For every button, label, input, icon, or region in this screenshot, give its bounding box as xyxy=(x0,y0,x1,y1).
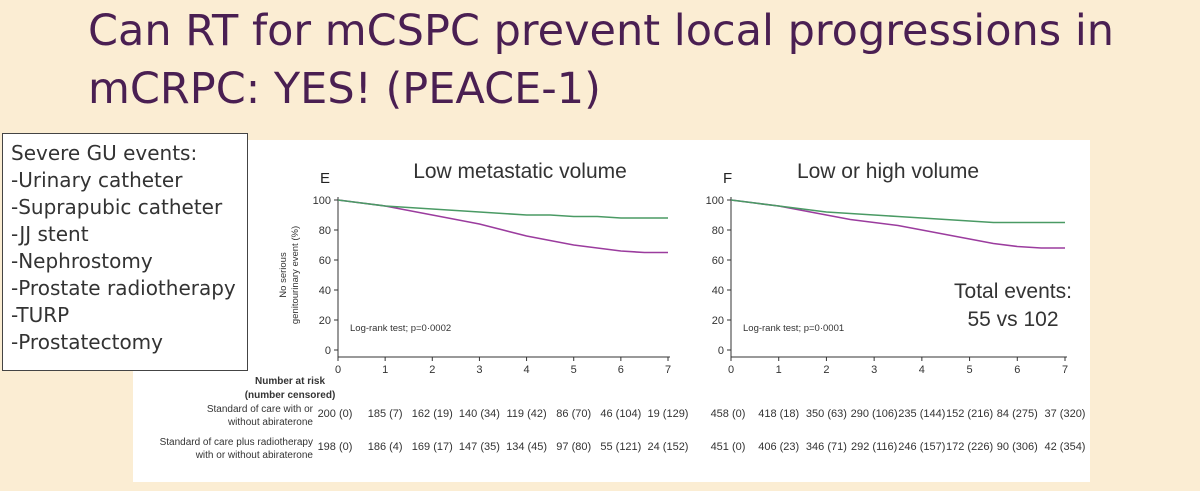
y-tick-label: 20 xyxy=(319,315,331,327)
at-risk-cell: 169 (17) xyxy=(412,441,453,453)
at-risk-cell: 42 (354) xyxy=(1045,441,1086,453)
x-tick-label: 6 xyxy=(618,364,624,376)
at-risk-cell: 346 (71) xyxy=(806,441,847,453)
panel-title: Low metastatic volume xyxy=(413,160,627,183)
at-risk-cell: 198 (0) xyxy=(318,441,353,453)
at-risk-cell: 292 (116) xyxy=(851,441,897,453)
risk-table-subheader: (number censored) xyxy=(245,390,336,401)
y-axis-label: No seriousgenitourinary event (%) xyxy=(278,226,301,324)
x-tick-label: 2 xyxy=(429,364,435,376)
at-risk-cell: 84 (275) xyxy=(997,408,1038,420)
gu-event-item: -TURP xyxy=(11,303,70,327)
at-risk-cell: 458 (0) xyxy=(711,408,746,420)
panel-letter: E xyxy=(320,170,330,187)
x-tick-label: 6 xyxy=(1014,364,1020,376)
x-tick-label: 3 xyxy=(476,364,482,376)
km-curve-standard-of-care xyxy=(337,199,668,254)
x-tick-label: 2 xyxy=(823,364,829,376)
at-risk-cell: 162 (19) xyxy=(412,408,453,420)
gu-event-item: -Nephrostomy xyxy=(11,249,153,273)
x-tick-label: 5 xyxy=(967,364,973,376)
y-tick-label: 40 xyxy=(712,285,724,297)
x-tick-label: 7 xyxy=(1062,364,1068,376)
km-curve-plus-radiotherapy xyxy=(730,199,1065,224)
x-tick-label: 1 xyxy=(382,364,388,376)
at-risk-cell: 290 (106) xyxy=(851,408,898,420)
gu-event-item: -Prostatectomy xyxy=(11,330,164,354)
slide-title: Can RT for mCSPC prevent local progressi… xyxy=(88,6,1115,114)
at-risk-cell: 134 (45) xyxy=(506,441,547,453)
x-tick-label: 0 xyxy=(728,364,734,376)
at-risk-cell: 200 (0) xyxy=(318,408,353,420)
gu-events-list: -Urinary catheter -Suprapubic catheter -JJ… xyxy=(11,167,247,356)
risk-row-label: with or without abiraterone xyxy=(195,450,314,461)
x-tick-label: 3 xyxy=(871,364,877,376)
panel-title: Low or high volume xyxy=(797,160,979,183)
y-tick-label: 80 xyxy=(319,225,331,237)
x-tick-label: 4 xyxy=(524,364,530,376)
gu-event-item: -Urinary catheter xyxy=(11,168,183,192)
x-tick-label: 7 xyxy=(665,364,671,376)
km-figure-panel: E Low metastatic volume 0 20 40 60 80 100 0 1 2 3 4 5… xyxy=(133,140,1090,482)
at-risk-cell: 90 (306) xyxy=(997,441,1038,453)
logrank-annotation: Log-rank test; p=0·0001 xyxy=(743,323,844,334)
y-tick-label: 60 xyxy=(712,255,724,267)
at-risk-cell: 97 (80) xyxy=(556,441,591,453)
at-risk-cell: 172 (226) xyxy=(946,441,993,453)
at-risk-cell: 186 (4) xyxy=(368,441,403,453)
risk-row-label: Standard of care with or xyxy=(207,404,314,415)
at-risk-cell: 418 (18) xyxy=(758,408,799,420)
y-tick-label: 60 xyxy=(319,255,331,267)
logrank-annotation: Log-rank test; p=0·0002 xyxy=(350,323,451,334)
total-events-label: Total events: xyxy=(954,280,1072,303)
y-tick-label: 0 xyxy=(325,345,331,357)
risk-row-label: Standard of care plus radiotherapy xyxy=(160,437,313,448)
at-risk-cell: 185 (7) xyxy=(368,408,403,420)
x-tick-label: 0 xyxy=(335,364,341,376)
x-tick-label: 4 xyxy=(919,364,925,376)
at-risk-cell: 19 (129) xyxy=(648,408,689,420)
at-risk-cell: 406 (23) xyxy=(758,441,799,453)
gu-events-box: Severe GU events: -Urinary catheter -Supr… xyxy=(2,133,248,371)
x-tick-label: 5 xyxy=(571,364,577,376)
km-curve-plus-radiotherapy xyxy=(337,199,668,219)
at-risk-cell: 119 (42) xyxy=(506,408,546,420)
y-tick-label: 80 xyxy=(712,225,724,237)
gu-event-item: -Prostate radiotherapy xyxy=(11,276,236,300)
at-risk-cell: 140 (34) xyxy=(459,408,500,420)
at-risk-cell: 147 (35) xyxy=(459,441,500,453)
gu-events-heading: Severe GU events: xyxy=(11,141,198,165)
at-risk-cell: 235 (144) xyxy=(898,408,945,420)
y-tick-label: 40 xyxy=(319,285,331,297)
total-events-value: 55 vs 102 xyxy=(967,308,1058,331)
at-risk-cell: 24 (152) xyxy=(648,441,689,453)
at-risk-cell: 246 (157) xyxy=(898,441,945,453)
gu-event-item: -JJ stent xyxy=(11,222,89,246)
y-tick-label: 20 xyxy=(712,315,724,327)
at-risk-cell: 451 (0) xyxy=(711,441,746,453)
at-risk-cell: 350 (63) xyxy=(806,408,847,420)
at-risk-cell: 37 (320) xyxy=(1045,408,1086,420)
risk-row-label: without abiraterone xyxy=(227,417,313,428)
km-curve-standard-of-care xyxy=(730,199,1065,249)
at-risk-cell: 46 (104) xyxy=(600,408,641,420)
panel-letter: F xyxy=(723,170,732,187)
gu-event-item: -Suprapubic catheter xyxy=(11,195,223,219)
at-risk-cell: 55 (121) xyxy=(600,441,641,453)
risk-table-header: Number at risk xyxy=(255,376,325,387)
y-tick-label: 100 xyxy=(706,195,724,207)
at-risk-cell: 86 (70) xyxy=(556,408,591,420)
x-tick-label: 1 xyxy=(776,364,782,376)
at-risk-cell: 152 (216) xyxy=(946,408,993,420)
y-tick-label: 100 xyxy=(313,195,331,207)
y-tick-label: 0 xyxy=(718,345,724,357)
